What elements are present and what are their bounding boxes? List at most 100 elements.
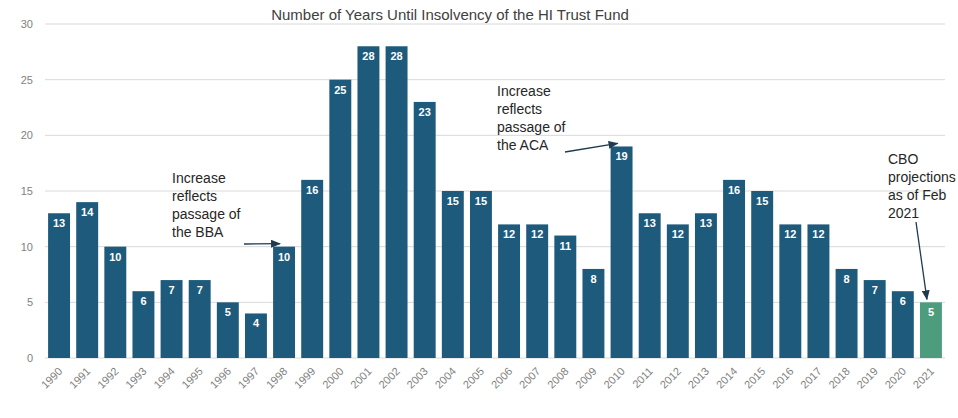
data-label: 8 <box>844 273 850 285</box>
data-label: 5 <box>928 306 934 318</box>
bar <box>414 102 436 358</box>
x-tick-label: 1996 <box>207 365 233 391</box>
grid-line <box>45 135 945 136</box>
bar <box>273 247 295 358</box>
x-tick-label: 2012 <box>657 365 683 391</box>
bar <box>217 302 239 358</box>
x-tick-label: 1995 <box>179 365 205 391</box>
chart-container: Number of Years Until Insolvency of the … <box>0 0 958 418</box>
chart-svg: Number of Years Until Insolvency of the … <box>0 0 958 418</box>
y-tick-label: 20 <box>21 129 33 141</box>
y-tick-label: 0 <box>27 352 33 364</box>
x-tick-label: 2014 <box>714 365 740 391</box>
data-label: 12 <box>531 228 543 240</box>
x-tick-label: 2021 <box>911 365 937 391</box>
data-label: 13 <box>53 217 65 229</box>
data-label: 12 <box>503 228 515 240</box>
annotation: Increasereflectspassage ofthe BBA <box>172 170 241 240</box>
y-tick-label: 10 <box>21 241 33 253</box>
bar <box>357 46 379 358</box>
x-tick-label: 1990 <box>39 365 65 391</box>
y-tick-label: 15 <box>21 185 33 197</box>
x-tick-label: 2019 <box>854 365 880 391</box>
x-tick-label: 1997 <box>236 365 262 391</box>
data-label: 6 <box>140 295 146 307</box>
x-tick-label: 1991 <box>67 365 93 391</box>
x-tick-label: 2007 <box>517 365 543 391</box>
data-label: 15 <box>756 195 768 207</box>
data-label: 12 <box>784 228 796 240</box>
data-label: 25 <box>334 84 346 96</box>
x-tick-label: 2000 <box>320 365 346 391</box>
x-tick-label: 2015 <box>742 365 768 391</box>
bar <box>76 202 98 358</box>
y-tick-label: 30 <box>21 18 33 30</box>
bar <box>836 269 858 358</box>
data-label: 7 <box>872 284 878 296</box>
x-tick-label: 1992 <box>95 365 121 391</box>
x-tick-label: 2004 <box>432 365 458 391</box>
bar <box>301 180 323 358</box>
chart-title: Number of Years Until Insolvency of the … <box>271 6 629 23</box>
data-label: 7 <box>169 284 175 296</box>
x-tick-label: 2008 <box>545 365 571 391</box>
bar <box>442 191 464 358</box>
bar <box>386 46 408 358</box>
x-tick-label: 1993 <box>123 365 149 391</box>
bar <box>470 191 492 358</box>
annotation: Increasereflectspassage ofthe ACA <box>497 83 566 153</box>
data-label: 23 <box>419 106 431 118</box>
bar <box>329 80 351 358</box>
x-tick-label: 2018 <box>826 365 852 391</box>
bar <box>807 224 829 358</box>
bar <box>161 280 183 358</box>
bar <box>554 236 576 358</box>
x-tick-label: 2010 <box>601 365 627 391</box>
x-tick-label: 2005 <box>461 365 487 391</box>
x-tick-label: 2009 <box>573 365 599 391</box>
data-label: 19 <box>615 150 627 162</box>
annotation: CBOprojectionsas of Feb2021 <box>888 151 956 221</box>
bar <box>723 180 745 358</box>
bar <box>639 213 661 358</box>
annotation-arrow <box>565 143 618 152</box>
x-tick-label: 2016 <box>770 365 796 391</box>
data-label: 12 <box>812 228 824 240</box>
y-tick-label: 25 <box>21 74 33 86</box>
bar <box>498 224 520 358</box>
grid <box>45 24 945 358</box>
grid-line <box>45 24 945 25</box>
data-label: 10 <box>109 251 121 263</box>
data-label: 8 <box>590 273 596 285</box>
bar <box>779 224 801 358</box>
bar <box>582 269 604 358</box>
x-tick-label: 2003 <box>404 365 430 391</box>
data-label: 4 <box>253 317 260 329</box>
bar <box>526 224 548 358</box>
bar <box>611 146 633 358</box>
data-label: 11 <box>559 240 571 252</box>
data-label: 13 <box>700 217 712 229</box>
bar <box>892 291 914 358</box>
annotation-arrow <box>244 243 280 245</box>
x-tick-label: 1994 <box>151 365 177 391</box>
bar <box>667 224 689 358</box>
bar <box>132 291 154 358</box>
x-tick-label: 1999 <box>292 365 318 391</box>
bar <box>920 302 942 358</box>
data-label: 7 <box>197 284 203 296</box>
data-label: 15 <box>475 195 487 207</box>
data-label: 16 <box>306 184 318 196</box>
data-label: 28 <box>362 50 374 62</box>
bar <box>695 213 717 358</box>
data-label: 16 <box>728 184 740 196</box>
bars <box>48 46 942 358</box>
bar <box>48 213 70 358</box>
bar <box>189 280 211 358</box>
data-label: 6 <box>900 295 906 307</box>
x-tick-label: 2020 <box>882 365 908 391</box>
data-label: 28 <box>390 50 402 62</box>
x-tick-label: 2001 <box>348 365 374 391</box>
data-label: 13 <box>644 217 656 229</box>
x-tick-label: 2002 <box>376 365 402 391</box>
